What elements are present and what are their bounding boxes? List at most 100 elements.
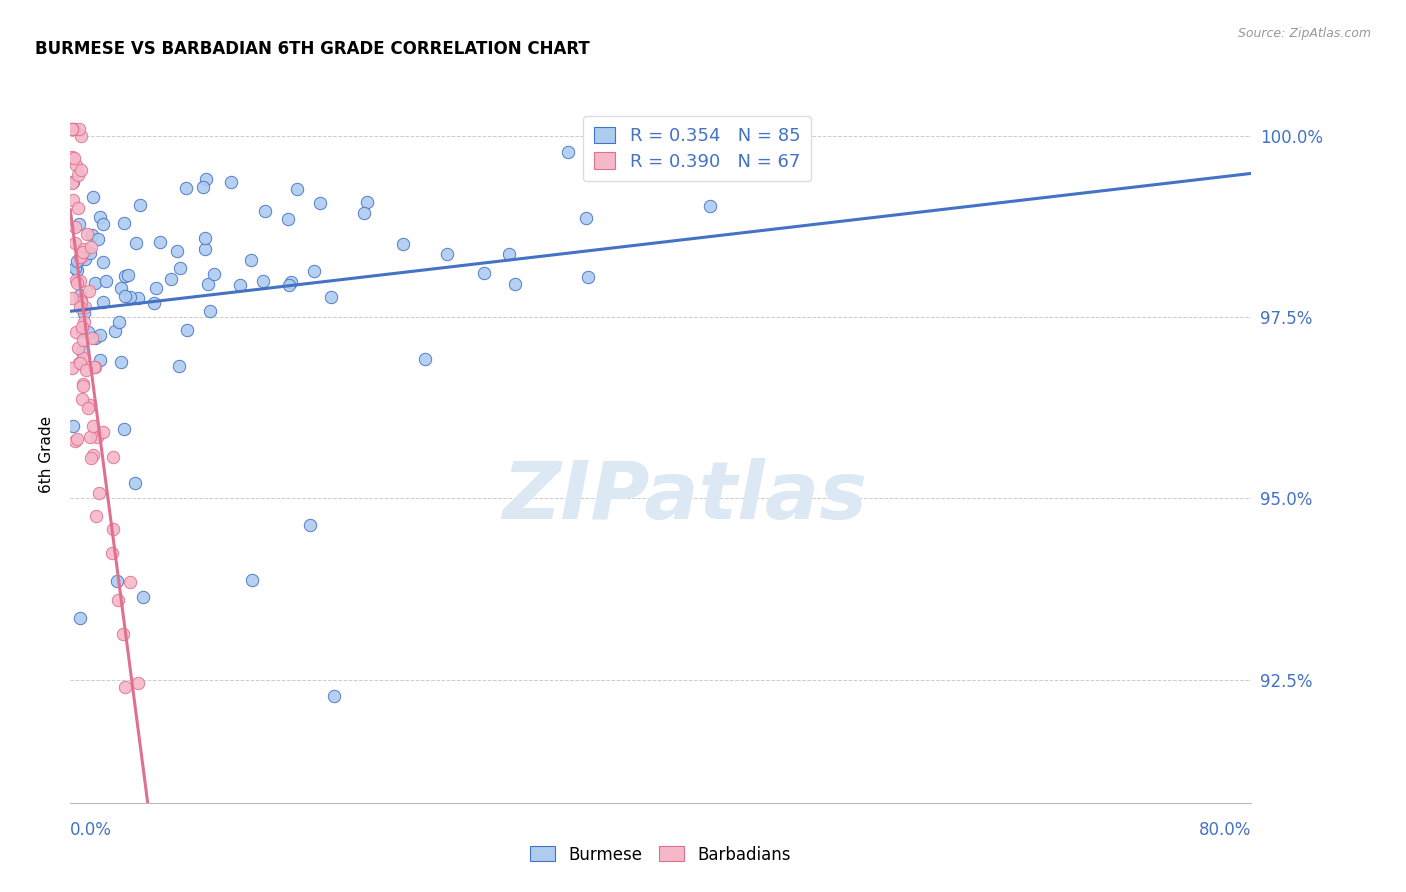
Point <box>60 361 83 376</box>
Point <box>575 211 598 225</box>
Point <box>63 121 86 136</box>
Point <box>176 323 198 337</box>
Point <box>169 260 191 275</box>
Point <box>77 401 100 415</box>
Legend: Burmese, Barbadians: Burmese, Barbadians <box>524 839 797 871</box>
Point <box>82 331 104 345</box>
Point <box>66 432 89 446</box>
Point <box>503 277 526 291</box>
Point <box>101 522 124 536</box>
Point <box>91 425 114 440</box>
Point <box>73 242 96 256</box>
Point <box>112 422 135 436</box>
Point <box>160 272 183 286</box>
Point <box>63 220 86 235</box>
Point <box>174 181 197 195</box>
Point <box>75 363 97 377</box>
Y-axis label: 6th Grade: 6th Grade <box>39 417 55 493</box>
Point <box>89 353 111 368</box>
Point <box>79 430 101 444</box>
Point <box>108 315 131 329</box>
Point <box>66 253 89 268</box>
Point <box>498 247 520 261</box>
Point <box>101 546 124 560</box>
Point <box>69 293 91 307</box>
Point <box>391 237 413 252</box>
Point <box>79 245 101 260</box>
Point <box>219 175 242 189</box>
Point <box>167 359 190 373</box>
Point <box>114 288 136 302</box>
Point <box>60 291 83 305</box>
Point <box>277 278 299 293</box>
Point <box>60 177 83 191</box>
Point <box>77 284 100 298</box>
Point <box>149 235 172 249</box>
Point <box>79 240 101 254</box>
Point <box>252 274 274 288</box>
Text: 80.0%: 80.0% <box>1199 821 1251 838</box>
Point <box>107 592 129 607</box>
Point <box>89 328 111 343</box>
Text: BURMESE VS BARBADIAN 6TH GRADE CORRELATION CHART: BURMESE VS BARBADIAN 6TH GRADE CORRELATI… <box>35 40 591 58</box>
Point <box>103 324 125 338</box>
Point <box>308 195 330 210</box>
Point <box>72 379 94 393</box>
Point <box>87 232 110 246</box>
Point <box>69 610 91 624</box>
Point <box>66 276 89 290</box>
Point <box>114 680 136 694</box>
Point <box>204 268 226 282</box>
Point <box>112 216 135 230</box>
Point <box>63 151 86 165</box>
Point <box>91 294 114 309</box>
Text: ZIPatlas: ZIPatlas <box>502 458 868 536</box>
Point <box>62 193 84 207</box>
Point <box>82 190 104 204</box>
Point <box>240 253 263 268</box>
Point <box>73 315 96 329</box>
Point <box>84 331 107 345</box>
Point <box>79 398 101 412</box>
Point <box>145 281 167 295</box>
Point <box>70 392 93 406</box>
Point <box>557 145 579 160</box>
Point <box>229 278 252 293</box>
Point <box>67 168 90 182</box>
Point <box>63 236 86 251</box>
Point <box>76 227 98 241</box>
Point <box>70 295 93 310</box>
Point <box>91 255 114 269</box>
Point <box>60 150 83 164</box>
Point <box>91 217 114 231</box>
Point <box>110 280 132 294</box>
Point <box>89 485 111 500</box>
Point <box>62 175 84 189</box>
Point <box>198 304 221 318</box>
Point <box>112 627 135 641</box>
Point <box>69 357 91 371</box>
Point <box>67 341 90 355</box>
Point <box>65 325 87 339</box>
Point <box>277 212 299 227</box>
Point <box>67 121 90 136</box>
Point <box>110 355 132 369</box>
Point <box>280 275 302 289</box>
Point <box>69 250 91 264</box>
Point <box>69 274 91 288</box>
Point <box>118 574 141 589</box>
Point <box>70 162 93 177</box>
Point <box>105 574 128 588</box>
Point <box>94 274 117 288</box>
Point <box>191 179 214 194</box>
Point <box>319 290 342 304</box>
Point <box>72 319 94 334</box>
Point <box>125 235 148 250</box>
Point <box>127 291 149 305</box>
Point <box>70 250 93 264</box>
Point <box>114 268 136 283</box>
Point <box>72 333 94 347</box>
Point <box>70 343 93 358</box>
Point <box>285 182 308 196</box>
Point <box>66 201 89 215</box>
